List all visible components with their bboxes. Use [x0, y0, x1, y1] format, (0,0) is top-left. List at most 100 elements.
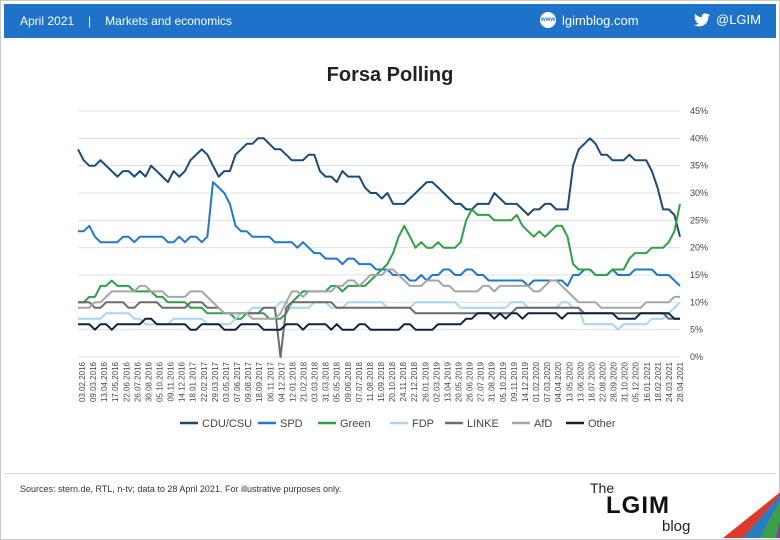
chart-title: Forsa Polling — [326, 64, 454, 86]
legend-item: SPD — [258, 418, 303, 430]
series-line-cducsu — [77, 137, 681, 237]
x-tick-label: 05.10.2016 — [156, 361, 165, 402]
legend-label: FDP — [412, 418, 434, 430]
umbrella-icon — [723, 492, 780, 538]
x-tick-label: 26.06.2019 — [466, 361, 475, 402]
x-tick-label: 02.03.2019 — [432, 361, 441, 402]
x-tick-label: 24.11.2018 — [399, 361, 408, 401]
legend-item: LINKE — [445, 418, 499, 430]
x-tick-label: 03.05.2017 — [222, 361, 231, 402]
x-tick-label: 17.05.2016 — [111, 361, 120, 402]
y-tick-label: 35% — [690, 161, 708, 171]
legend-item: CDU/CSU — [180, 418, 252, 430]
x-tick-label: 03.02.2016 — [78, 361, 87, 402]
y-tick-label: 5% — [690, 325, 703, 335]
header-separator: | — [88, 14, 92, 28]
x-tick-label: 05.12.2020 — [632, 361, 641, 402]
x-tick-label: 07.03.2020 — [543, 361, 552, 402]
legend-label: Green — [340, 418, 371, 430]
globe-icon: www — [540, 12, 556, 28]
x-tick-label: 22.08.2020 — [598, 361, 607, 402]
x-tick-label: 31.03.2018 — [322, 361, 331, 402]
x-tick-label: 05.05.2018 — [333, 361, 342, 402]
legend-label: SPD — [280, 418, 303, 430]
x-tick-label: 22.12.2018 — [410, 361, 419, 402]
x-tick-label: 13.04.2019 — [443, 361, 452, 402]
chart-series — [77, 137, 681, 358]
y-tick-label: 15% — [690, 270, 708, 280]
brand-blog: blog — [662, 518, 691, 535]
legend-item: Green — [318, 418, 371, 430]
x-tick-label: 22.02.2017 — [200, 361, 209, 402]
x-tick-label: 09.08.2017 — [244, 361, 253, 402]
x-tick-label: 18.01.2017 — [189, 361, 198, 402]
y-tick-label: 45% — [690, 106, 708, 116]
x-tick-label: 30.08.2016 — [144, 361, 153, 402]
x-tick-label: 26.01.2019 — [421, 361, 430, 402]
series-line-spd — [78, 181, 681, 287]
legend-item: Other — [566, 418, 616, 430]
series-line-green — [78, 203, 681, 320]
y-tick-label: 10% — [690, 297, 708, 307]
x-tick-label: 24.03.2021 — [665, 361, 674, 402]
x-tick-label: 11.08.2018 — [366, 361, 375, 401]
x-tick-label: 09.06.2018 — [344, 361, 353, 402]
x-tick-label: 14.12.2016 — [178, 361, 187, 402]
header-bar: April 2021 | Markets and economics www l… — [4, 4, 776, 38]
y-tick-label: 30% — [690, 188, 708, 198]
legend-label: CDU/CSU — [202, 418, 252, 430]
x-tick-label: 15.09.2018 — [377, 361, 386, 402]
x-tick-label: 27.07.2019 — [477, 361, 486, 402]
x-tick-label: 14.12.2019 — [521, 361, 530, 402]
x-tick-label: 01.02.2020 — [532, 361, 541, 402]
y-axis-ticks: 0% 5% 10% 15% 20% 25% 30% 35% 40% 45% — [690, 106, 708, 362]
x-tick-label: 04.12.2017 — [277, 361, 286, 402]
x-tick-label: 16.01.2021 — [643, 361, 652, 402]
header-left: April 2021 | Markets and economics — [20, 14, 232, 28]
series-line-fdp — [78, 301, 681, 331]
x-tick-label: 13.05.2020 — [565, 361, 574, 402]
x-tick-label: 29.03.2017 — [211, 361, 220, 402]
header-date: April 2021 — [20, 14, 75, 28]
x-tick-label: 21.02.2018 — [299, 361, 308, 402]
y-tick-label: 25% — [690, 215, 708, 225]
x-tick-label: 31.10.2020 — [621, 361, 630, 402]
x-tick-label: 06.11.2017 — [266, 361, 275, 401]
x-tick-label: 07.07.2018 — [355, 361, 364, 402]
legend-label: Other — [588, 418, 616, 430]
legend-item: AfD — [512, 418, 552, 430]
site-label: lgimblog.com — [562, 12, 639, 28]
x-tick-label: 28.09.2020 — [610, 361, 619, 402]
site-link[interactable]: www lgimblog.com — [540, 12, 639, 28]
series-line-linke — [78, 301, 680, 358]
brand-name: LGIM — [606, 492, 670, 519]
y-tick-label: 20% — [690, 243, 708, 253]
x-axis-ticks: 03.02.2016 09.03.2016 13.04.2016 17.05.2016… — [78, 361, 685, 402]
x-tick-label: 28.04.2021 — [676, 361, 685, 402]
x-tick-label: 20.05.2019 — [455, 361, 464, 402]
chart-legend: CDU/CSU SPD Green FDP LINKE AfD Other — [180, 418, 616, 430]
x-tick-label: 18.02.2021 — [654, 361, 663, 402]
x-tick-label: 20.10.2018 — [388, 361, 397, 402]
twitter-link[interactable]: @LGIM — [694, 12, 761, 27]
x-tick-label: 03.03.2018 — [311, 361, 320, 402]
x-tick-label: 26.07.2016 — [133, 361, 142, 402]
brand-the: The — [590, 480, 615, 496]
legend-label: LINKE — [467, 418, 499, 430]
y-tick-label: 40% — [690, 133, 708, 143]
sources-note: Sources: stern.de, RTL, n-tv; data to 28… — [20, 484, 342, 494]
footer-divider — [4, 473, 776, 474]
legend-label: AfD — [534, 418, 552, 430]
header-section: Markets and economics — [105, 14, 232, 28]
twitter-handle: @LGIM — [716, 12, 761, 27]
x-tick-label: 07.06.2017 — [233, 361, 242, 402]
x-tick-label: 09.11.2019 — [510, 361, 519, 401]
x-tick-label: 13.06.2020 — [576, 361, 585, 402]
x-tick-label: 09.11.2016 — [167, 361, 176, 401]
x-tick-label: 04.04.2020 — [554, 361, 563, 402]
twitter-icon — [694, 12, 710, 26]
legend-item: FDP — [390, 418, 434, 430]
x-tick-label: 05.10.2019 — [499, 361, 508, 402]
x-tick-label: 22.06.2016 — [122, 361, 131, 402]
lgim-blog-logo: The LGIM blog — [588, 480, 780, 538]
